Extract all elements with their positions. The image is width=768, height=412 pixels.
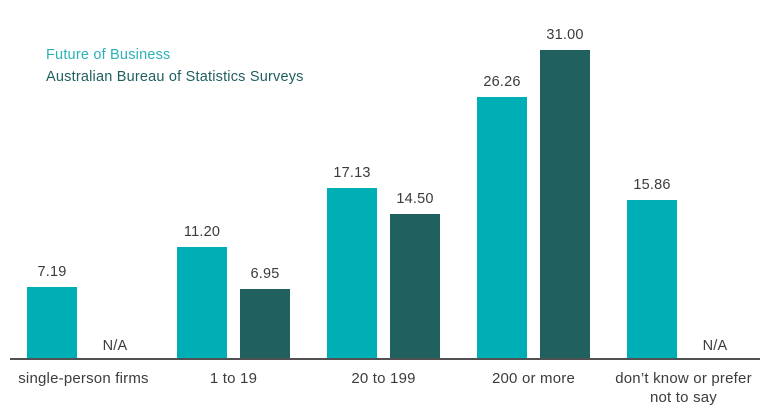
legend-item-abs-surveys: Australian Bureau of Statistics Surveys bbox=[46, 69, 304, 85]
bar-future-of-business bbox=[477, 97, 527, 358]
bar-future-of-business bbox=[27, 287, 77, 358]
category-label: single-person firms bbox=[18, 370, 149, 387]
na-label: N/A bbox=[102, 338, 128, 354]
bar-value-label: 26.26 bbox=[483, 74, 521, 90]
x-axis-line bbox=[10, 358, 760, 360]
bar-future-of-business bbox=[627, 200, 677, 358]
bar-value-label: 11.20 bbox=[183, 224, 221, 240]
bar-value-label: 7.19 bbox=[37, 264, 67, 280]
category-label: 20 to 199 bbox=[351, 370, 416, 387]
bar-abs-surveys bbox=[240, 289, 290, 358]
bar-abs-surveys bbox=[540, 50, 590, 358]
bar-value-label: 6.95 bbox=[250, 266, 280, 282]
bar-abs-surveys bbox=[390, 214, 440, 358]
legend: Future of Business Australian Bureau of … bbox=[46, 44, 304, 88]
category-label: don’t know or prefer not to say bbox=[615, 370, 752, 406]
bar-value-label: 14.50 bbox=[396, 191, 434, 207]
category-label: 1 to 19 bbox=[209, 370, 258, 387]
bar-value-label: 31.00 bbox=[546, 27, 584, 43]
bar-future-of-business bbox=[177, 247, 227, 358]
bar-value-label: 15.86 bbox=[633, 177, 671, 193]
legend-item-future-of-business: Future of Business bbox=[46, 47, 171, 63]
bar-future-of-business bbox=[327, 188, 377, 358]
bar-value-label: 17.13 bbox=[333, 165, 371, 181]
na-label: N/A bbox=[702, 338, 728, 354]
category-label: 200 or more bbox=[491, 370, 576, 387]
